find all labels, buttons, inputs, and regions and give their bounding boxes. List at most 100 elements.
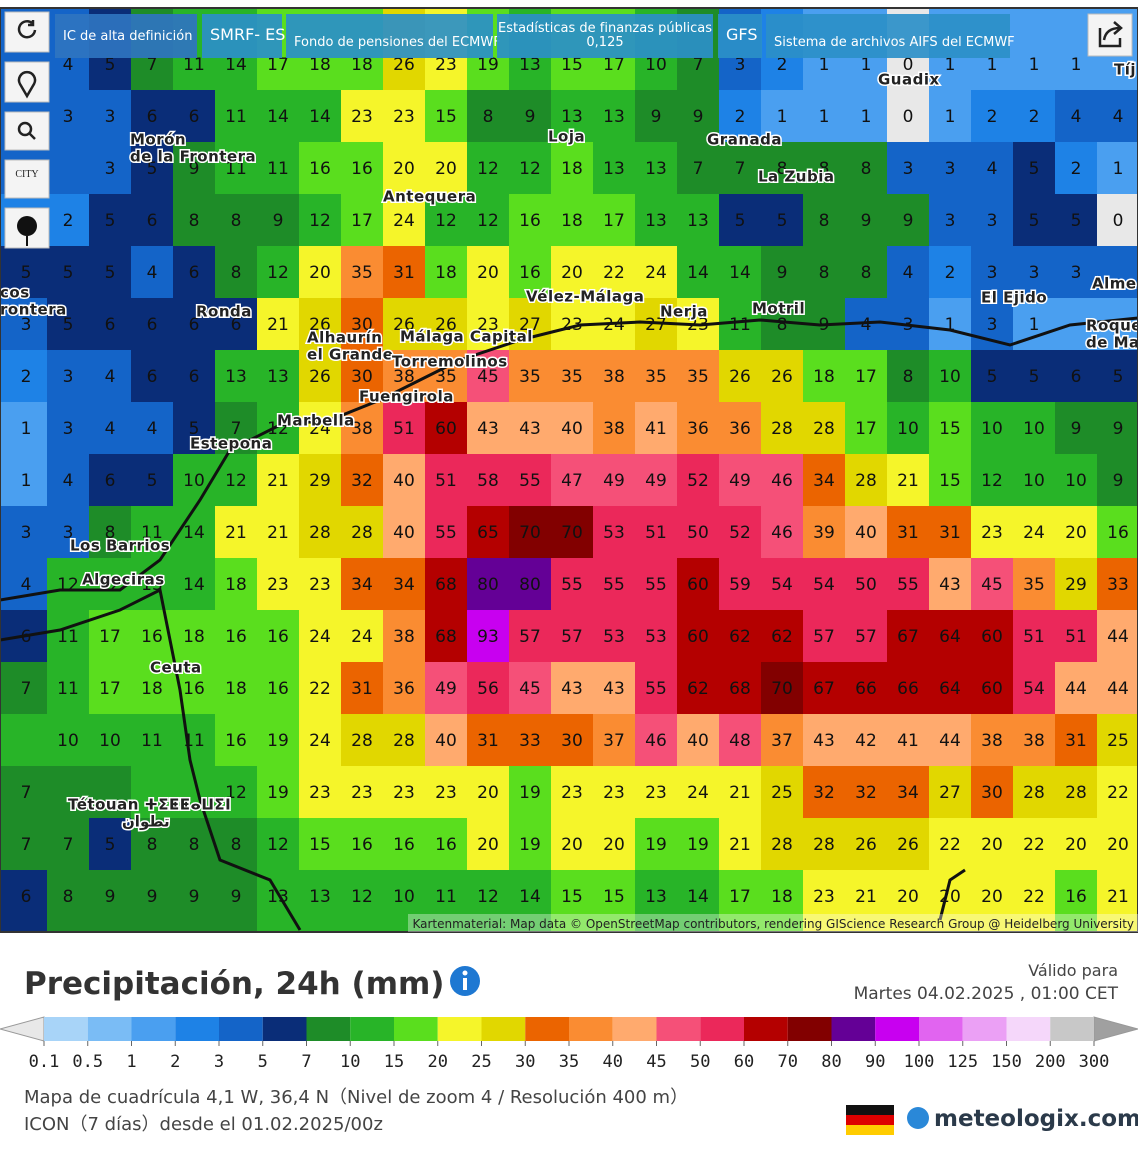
refresh-icon — [17, 20, 37, 39]
cell — [47, 402, 89, 454]
cell — [971, 454, 1013, 506]
cell-value: 25 — [771, 783, 793, 803]
cell-value: 28 — [351, 523, 373, 543]
cell — [1097, 454, 1138, 506]
cell — [89, 298, 131, 350]
cell-value: 9 — [189, 887, 200, 907]
cell-value: 10 — [1065, 471, 1087, 491]
cell — [761, 246, 803, 298]
cell-value: 31 — [897, 523, 919, 543]
cell — [467, 246, 509, 298]
cell-value: 8 — [231, 263, 242, 283]
cell — [257, 246, 299, 298]
cell — [131, 350, 173, 402]
cell — [467, 90, 509, 142]
cell — [761, 610, 803, 662]
cell-value: 21 — [1107, 887, 1129, 907]
share-button[interactable] — [1087, 13, 1133, 57]
cell-value: 32 — [351, 471, 373, 491]
cell-value: 26 — [393, 55, 415, 75]
place-label: Marbella — [277, 412, 355, 430]
cell-value: 3 — [945, 211, 956, 231]
zoom-button[interactable] — [4, 111, 50, 151]
cell-value: 6 — [147, 107, 158, 127]
cell-value: 36 — [729, 419, 751, 439]
cell-value: 18 — [183, 627, 205, 647]
cell-value: 14 — [183, 523, 205, 543]
cell — [509, 142, 551, 194]
place-label: Motril — [752, 300, 805, 318]
city-button[interactable] — [4, 159, 50, 199]
cell-value: 50 — [855, 575, 877, 595]
cell — [887, 870, 929, 932]
cell-value: 9 — [105, 887, 116, 907]
tab[interactable] — [55, 14, 197, 58]
cell-value: 49 — [603, 471, 625, 491]
cell-value: 5 — [1029, 159, 1040, 179]
cell-value: 18 — [225, 575, 247, 595]
tab[interactable] — [497, 14, 713, 58]
cell-value: 30 — [981, 783, 1003, 803]
cell-value: 24 — [645, 263, 667, 283]
legend-label: 1 — [126, 1052, 136, 1072]
cell-unlabeled — [131, 766, 173, 818]
cell — [47, 662, 89, 714]
cell-value: 43 — [603, 679, 625, 699]
cell-value: 37 — [771, 731, 793, 751]
cell — [467, 298, 509, 350]
tab[interactable] — [202, 14, 282, 58]
cell — [341, 402, 383, 454]
tab[interactable] — [286, 14, 493, 58]
cell-value: 16 — [267, 627, 289, 647]
cell — [635, 350, 677, 402]
cell-value: 12 — [519, 159, 541, 179]
cell — [761, 714, 803, 766]
cell — [719, 818, 761, 870]
cell-value: 9 — [903, 211, 914, 231]
cell-value: 30 — [561, 731, 583, 751]
cell — [47, 194, 89, 246]
cell-value: 30 — [351, 315, 373, 335]
tab[interactable] — [766, 14, 1010, 58]
cell-value: 80 — [519, 575, 541, 595]
cell — [173, 350, 215, 402]
cell-value: 4 — [1071, 107, 1082, 127]
cell — [719, 350, 761, 402]
tab[interactable] — [718, 14, 762, 58]
legend-label: 7 — [301, 1052, 311, 1072]
cell-value: 80 — [477, 575, 499, 595]
cell — [803, 454, 845, 506]
cell-value: 19 — [267, 731, 289, 751]
cell-value: 18 — [141, 679, 163, 699]
cell-value: 21 — [267, 523, 289, 543]
cell — [341, 246, 383, 298]
cell — [677, 870, 719, 932]
cell-value: 15 — [939, 419, 961, 439]
refresh-button[interactable] — [4, 11, 50, 53]
cell-value: 9 — [273, 211, 284, 231]
legend-label: 20 — [428, 1052, 448, 1072]
cell-value: 5 — [63, 315, 74, 335]
cell-value: 9 — [693, 107, 704, 127]
legend-swatch — [44, 1017, 88, 1041]
cell — [761, 194, 803, 246]
cell — [551, 662, 593, 714]
cell-value: 55 — [435, 523, 457, 543]
cell — [509, 506, 551, 558]
cell-value: 36 — [687, 419, 709, 439]
cell-value: 3 — [1029, 263, 1040, 283]
cell-value: 6 — [231, 315, 242, 335]
cell — [1097, 870, 1138, 932]
cell — [845, 506, 887, 558]
cell-value: 28 — [855, 471, 877, 491]
location-button[interactable] — [4, 61, 50, 103]
cell — [719, 402, 761, 454]
cell-value: 70 — [519, 523, 541, 543]
cell — [47, 298, 89, 350]
cell — [47, 818, 89, 870]
cell-value: 17 — [267, 55, 289, 75]
cell-value: 43 — [813, 731, 835, 751]
cell-value: 6 — [147, 211, 158, 231]
cell — [1013, 142, 1055, 194]
cell-value: 23 — [435, 783, 457, 803]
